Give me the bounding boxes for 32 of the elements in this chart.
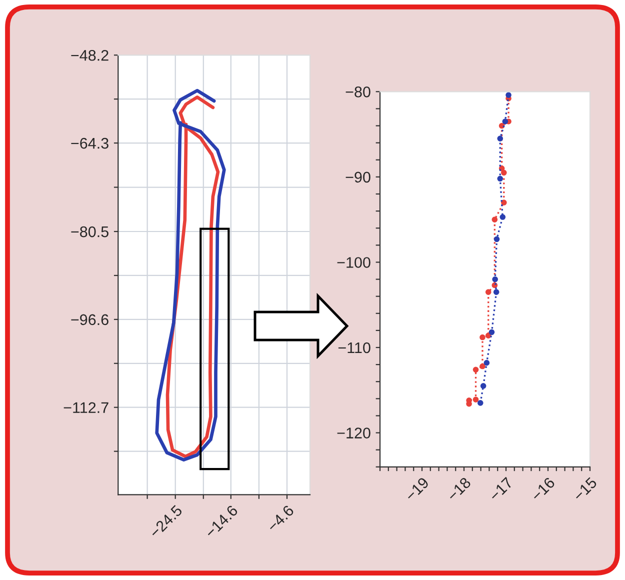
point [472, 366, 479, 373]
point [497, 176, 504, 182]
x-tick-label: −16 [530, 476, 556, 502]
point [480, 334, 486, 340]
point [472, 396, 479, 402]
x-tick-label: −18 [446, 476, 472, 502]
y-tick-label: −64.3 [71, 138, 108, 149]
y-tick-label: −110 [338, 342, 370, 354]
line-series [155, 88, 226, 462]
y-tick-label: −80.5 [71, 226, 108, 238]
point [494, 236, 500, 242]
point [497, 136, 504, 142]
point [492, 276, 498, 282]
y-tick-label: −96.6 [71, 314, 108, 326]
y-tick-label: −112.7 [64, 402, 108, 413]
point [477, 400, 484, 406]
point [488, 329, 495, 336]
y-tick-label: −90 [346, 172, 370, 183]
point [506, 92, 512, 98]
x-tick-label: −19 [404, 476, 430, 502]
x-tick-label: −17 [488, 476, 514, 502]
point [502, 118, 508, 124]
y-tick-label: −48.2 [71, 50, 108, 61]
point [492, 216, 498, 222]
x-tick-label: −4.6 [266, 504, 294, 532]
y-tick-label: −80 [346, 86, 370, 98]
x-tick-label: −15 [572, 476, 598, 502]
point [493, 289, 500, 295]
y-tick-label: −120 [337, 428, 370, 438]
point [484, 360, 490, 366]
y-tick-label: −100 [337, 257, 370, 268]
line-series [166, 95, 220, 458]
